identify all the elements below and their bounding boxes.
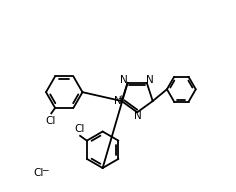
Text: N: N <box>114 96 121 106</box>
Text: N: N <box>120 75 128 85</box>
Text: Cl: Cl <box>34 168 44 178</box>
Text: +: + <box>117 94 123 103</box>
Text: N: N <box>146 75 154 85</box>
Text: Cl: Cl <box>45 116 55 126</box>
Text: −: − <box>41 165 49 174</box>
Text: Cl: Cl <box>74 123 84 134</box>
Text: N: N <box>134 111 141 121</box>
